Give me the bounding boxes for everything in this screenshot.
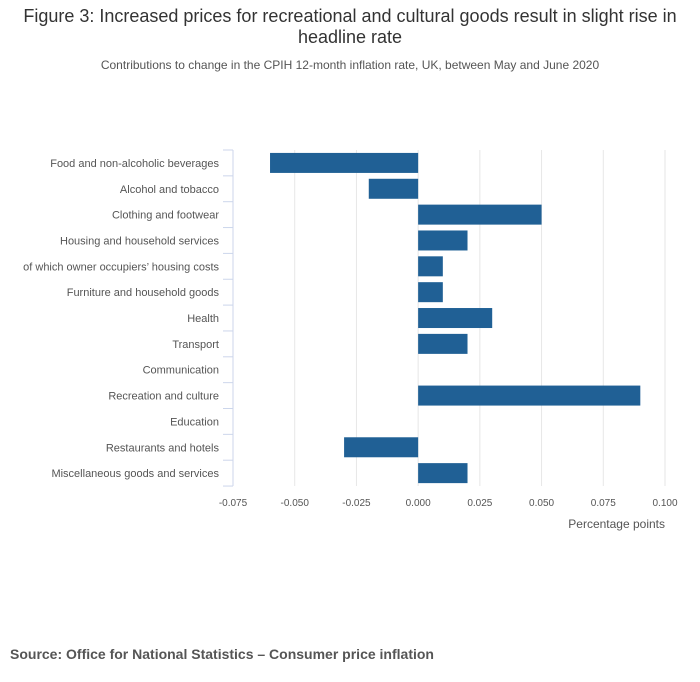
x-tick-label: 0.025 — [467, 498, 492, 509]
category-label: of which owner occupiers’ housing costs — [23, 261, 219, 273]
bar — [418, 230, 468, 251]
category-label: Housing and household services — [60, 235, 219, 247]
x-axis-label: Percentage points — [568, 517, 665, 531]
x-tick-label: -0.075 — [219, 498, 248, 509]
x-tick-label: 0.000 — [406, 498, 431, 509]
category-label: Alcohol and tobacco — [120, 184, 219, 196]
chart-subtitle: Contributions to change in the CPIH 12-m… — [100, 58, 600, 72]
category-label: Communication — [143, 365, 219, 377]
bar — [418, 333, 468, 354]
category-label: Food and non-alcoholic beverages — [50, 158, 219, 170]
x-tick-label: 0.100 — [652, 498, 677, 509]
category-label: Education — [170, 416, 219, 428]
category-label: Health — [187, 313, 219, 325]
bar — [270, 152, 419, 173]
category-label: Furniture and household goods — [67, 287, 220, 299]
bar — [418, 463, 468, 484]
category-label: Restaurants and hotels — [106, 442, 220, 454]
chart-title: Figure 3: Increased prices for recreatio… — [23, 6, 677, 47]
bar — [418, 256, 443, 277]
x-tick-label: -0.025 — [342, 498, 371, 509]
category-label: Recreation and culture — [108, 391, 219, 403]
category-label: Miscellaneous goods and services — [51, 468, 219, 480]
category-label: Transport — [172, 339, 219, 351]
x-tick-label: 0.075 — [591, 498, 616, 509]
x-tick-label: 0.050 — [529, 498, 554, 509]
x-tick-label: -0.050 — [281, 498, 310, 509]
bar — [418, 282, 443, 303]
bar — [418, 204, 542, 225]
bar — [368, 178, 419, 199]
source-note: Source: Office for National Statistics –… — [10, 646, 434, 662]
bar — [344, 437, 419, 458]
category-label: Clothing and footwear — [112, 210, 219, 222]
bar — [418, 385, 641, 406]
bar — [418, 308, 493, 329]
bar-chart: Food and non-alcoholic beverages Alcohol … — [23, 149, 678, 531]
